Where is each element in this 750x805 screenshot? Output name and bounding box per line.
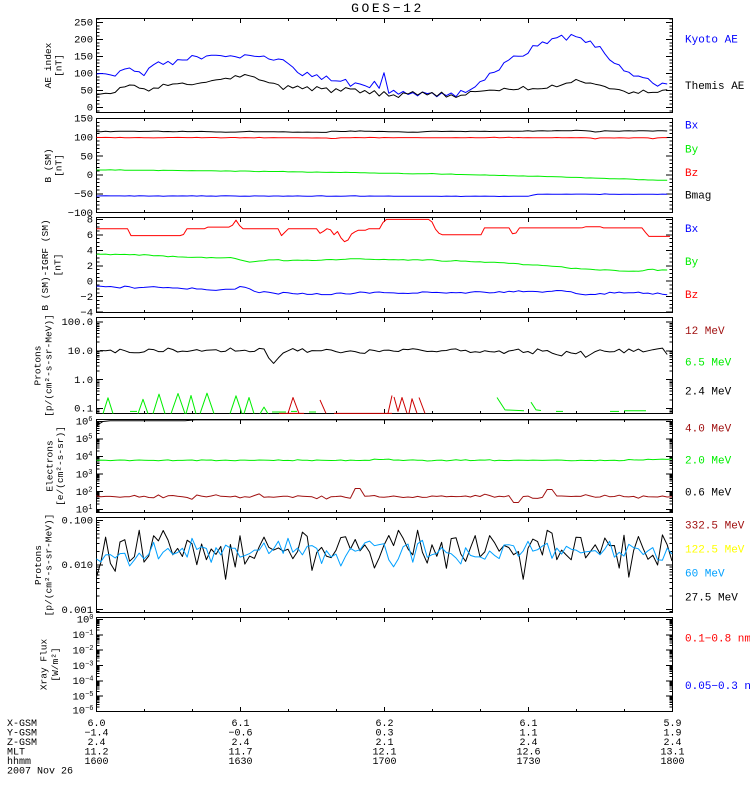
svg-text:150: 150 [74,52,93,64]
svg-text:−2: −2 [80,292,93,304]
svg-text:332.5 MeV: 332.5 MeV [685,521,745,533]
svg-text:[W/m²]: [W/m²] [50,647,61,681]
svg-text:2.4 MeV: 2.4 MeV [685,387,732,399]
svg-text:Protons: Protons [33,346,44,386]
svg-text:0: 0 [87,170,93,182]
svg-text:1730: 1730 [516,757,540,768]
svg-text:6.5 MeV: 6.5 MeV [685,358,732,370]
svg-text:8: 8 [87,215,93,227]
svg-text:Z-GSM: Z-GSM [7,738,37,749]
svg-text:2.4: 2.4 [663,738,681,749]
svg-text:X-GSM: X-GSM [7,719,37,730]
svg-text:100.0: 100.0 [61,317,93,329]
svg-text:Xray Flux: Xray Flux [39,639,50,691]
svg-text:200: 200 [74,35,93,47]
svg-text:Bmag: Bmag [685,191,711,203]
svg-text:[p/(cm²-s-sr-MeV)]: [p/(cm²-s-sr-MeV)] [44,314,55,417]
svg-text:2007 Nov 26: 2007 Nov 26 [7,767,73,778]
svg-text:50: 50 [80,86,93,98]
svg-text:6.1: 6.1 [519,719,537,730]
svg-text:2: 2 [87,261,93,273]
svg-text:−4: −4 [80,307,93,319]
svg-text:11.7: 11.7 [228,748,252,759]
svg-text:50: 50 [80,151,93,163]
svg-text:2.0 MeV: 2.0 MeV [685,456,732,468]
svg-text:GOES−12: GOES−12 [351,1,424,16]
svg-text:−50: −50 [74,189,93,201]
svg-text:11.2: 11.2 [84,748,108,759]
svg-text:−0.6: −0.6 [228,729,252,740]
svg-text:13.1: 13.1 [660,748,684,759]
svg-text:Y-GSM: Y-GSM [7,729,37,740]
svg-text:12.1: 12.1 [372,748,396,759]
svg-text:hhmm: hhmm [7,756,31,768]
svg-text:−1.4: −1.4 [84,729,108,740]
svg-text:0.1−0.8 nm: 0.1−0.8 nm [685,634,750,646]
svg-text:4.0 MeV: 4.0 MeV [685,424,732,436]
svg-text:10.0: 10.0 [68,346,93,358]
svg-text:[nT]: [nT] [54,54,65,77]
svg-text:Protons: Protons [33,545,44,585]
svg-text:[nT]: [nT] [54,154,65,177]
svg-text:122.5 MeV: 122.5 MeV [685,545,745,557]
svg-text:60 MeV: 60 MeV [685,569,725,581]
svg-text:1800: 1800 [660,757,684,768]
svg-text:Electrons: Electrons [45,440,56,491]
svg-text:6.2: 6.2 [375,719,393,730]
svg-text:5.9: 5.9 [663,719,681,730]
svg-text:4: 4 [87,246,93,258]
svg-text:[nT]: [nT] [53,254,64,277]
svg-text:2.4: 2.4 [87,738,105,749]
svg-text:0.001: 0.001 [61,605,93,617]
svg-text:0.05−0.3 nm: 0.05−0.3 nm [685,681,750,693]
svg-text:[e/(cm²-s-sr)]: [e/(cm²-s-sr)] [55,426,66,506]
svg-text:Bz: Bz [685,290,698,302]
svg-text:B (SM): B (SM) [43,148,54,182]
svg-text:1600: 1600 [84,757,108,768]
svg-text:Kyoto AE: Kyoto AE [685,35,738,47]
svg-text:Bz: Bz [685,168,698,180]
svg-text:1.1: 1.1 [519,729,537,740]
svg-text:Bx: Bx [685,224,699,236]
svg-text:0.6 MeV: 0.6 MeV [685,488,732,500]
svg-text:MLT: MLT [7,748,25,759]
svg-text:−100: −100 [68,208,93,220]
svg-text:0.010: 0.010 [61,560,93,572]
svg-text:B (SM)-IGRF (SM): B (SM)-IGRF (SM) [40,219,51,310]
svg-text:1630: 1630 [228,757,252,768]
svg-text:By: By [685,257,699,269]
svg-text:12 MeV: 12 MeV [685,326,725,338]
svg-text:0.3: 0.3 [375,729,393,740]
svg-text:1.0: 1.0 [74,375,93,387]
svg-text:2.4: 2.4 [519,738,537,749]
svg-text:[p/(cm²-s-sr-MeV)]: [p/(cm²-s-sr-MeV)] [44,514,55,617]
svg-text:Themis AE: Themis AE [685,81,745,93]
svg-text:By: By [685,145,699,157]
svg-text:0: 0 [87,276,93,288]
svg-text:6: 6 [87,230,93,242]
svg-text:27.5 MeV: 27.5 MeV [685,593,738,605]
svg-text:0.100: 0.100 [61,516,93,528]
svg-text:Bx: Bx [685,121,699,133]
svg-text:0: 0 [87,103,93,115]
svg-text:250: 250 [74,18,93,30]
svg-text:1.9: 1.9 [663,729,681,740]
svg-text:6.0: 6.0 [87,719,105,730]
svg-text:0.1: 0.1 [74,404,93,416]
svg-text:100: 100 [74,69,93,81]
svg-text:6.1: 6.1 [231,719,249,730]
svg-text:12.6: 12.6 [516,748,540,759]
svg-text:150: 150 [74,114,93,126]
svg-text:100: 100 [74,133,93,145]
svg-text:AE index: AE index [43,42,54,88]
svg-text:2.1: 2.1 [375,738,393,749]
svg-text:1700: 1700 [372,757,396,768]
svg-text:2.4: 2.4 [231,738,249,749]
